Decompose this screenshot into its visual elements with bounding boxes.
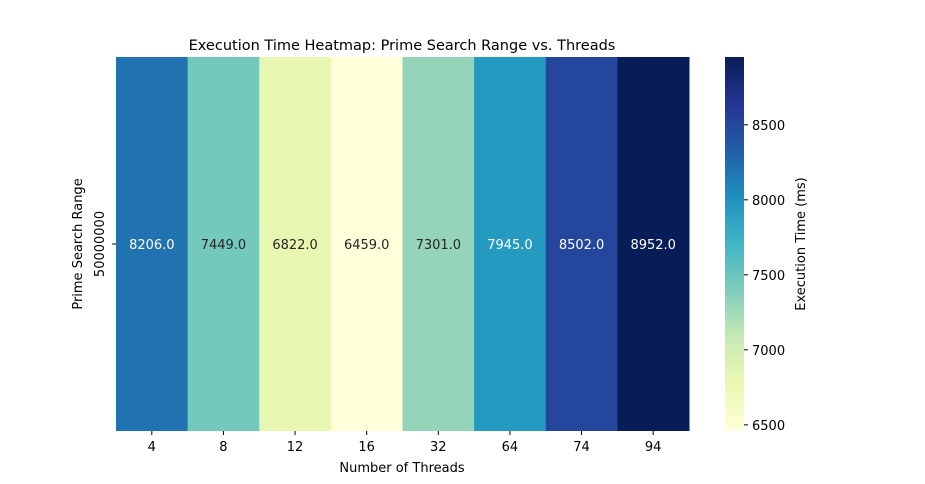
- cell-value-label: 6822.0: [272, 238, 318, 253]
- cell-value-label: 7449.0: [201, 238, 247, 253]
- cell-value-label: 7301.0: [416, 238, 462, 253]
- heatmap-cell: [617, 57, 690, 431]
- x-axis-ticks: 4 8 12 16 32 64 74 94: [148, 431, 662, 455]
- cell-value-label: 6459.0: [344, 238, 390, 253]
- cell-value-label: 8502.0: [559, 238, 605, 253]
- y-tick-label: 50000000: [93, 211, 108, 277]
- colorbar-tick-label: 7500: [752, 269, 785, 284]
- x-tick-label: 64: [502, 440, 519, 455]
- y-axis-ticks: 50000000: [93, 211, 116, 277]
- colorbar-tick-label: 8500: [752, 119, 785, 134]
- x-tick-label: 32: [430, 440, 447, 455]
- heatmap-cells: 8206.0 7449.0 6822.0 6459.0 7301.0 7945.0 8502…: [116, 57, 690, 431]
- y-axis-label: Prime Search Range: [71, 178, 86, 309]
- colorbar-tick-label: 7000: [752, 344, 785, 359]
- colorbar-tick-label: 8000: [752, 194, 785, 209]
- heatmap-cell: [545, 57, 618, 431]
- x-tick-label: 16: [358, 440, 375, 455]
- heatmap-cell: [330, 57, 403, 431]
- x-tick-label: 8: [219, 440, 227, 455]
- colorbar: [725, 57, 744, 431]
- x-tick-label: 12: [287, 440, 304, 455]
- colorbar-ticks: 6500 7000 7500 8000 8500: [744, 119, 785, 434]
- cell-value-label: 7945.0: [487, 238, 533, 253]
- heatmap-cell: [259, 57, 332, 431]
- x-tick-label: 4: [148, 440, 156, 455]
- heatmap-cell: [474, 57, 547, 431]
- heatmap-cell: [402, 57, 475, 431]
- heatmap-cell: [116, 57, 189, 431]
- colorbar-tick-label: 6500: [752, 419, 785, 434]
- colorbar-label: Execution Time (ms): [794, 177, 809, 310]
- cell-value-label: 8952.0: [630, 238, 676, 253]
- x-tick-label: 74: [573, 440, 590, 455]
- x-axis-label: Number of Threads: [339, 461, 464, 476]
- chart-title: Execution Time Heatmap: Prime Search Ran…: [189, 38, 616, 54]
- heatmap-cell: [187, 57, 260, 431]
- cell-value-label: 8206.0: [129, 238, 175, 253]
- x-tick-label: 94: [645, 440, 662, 455]
